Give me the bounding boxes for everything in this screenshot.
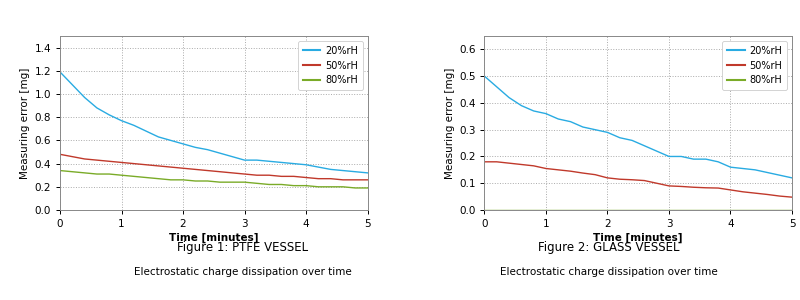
Y-axis label: Measuring error [mg]: Measuring error [mg] — [20, 67, 30, 179]
Text: Figure 2: GLASS VESSEL: Figure 2: GLASS VESSEL — [538, 242, 680, 254]
Y-axis label: Measuring error [mg]: Measuring error [mg] — [445, 67, 454, 179]
Text: Electrostatic charge dissipation over time: Electrostatic charge dissipation over ti… — [500, 267, 718, 277]
Legend: 20%rH, 50%rH, 80%rH: 20%rH, 50%rH, 80%rH — [298, 41, 362, 90]
X-axis label: Time [minutes]: Time [minutes] — [594, 233, 683, 244]
Legend: 20%rH, 50%rH, 80%rH: 20%rH, 50%rH, 80%rH — [722, 41, 787, 90]
Text: Figure 1: PTFE VESSEL: Figure 1: PTFE VESSEL — [178, 242, 309, 254]
X-axis label: Time [minutes]: Time [minutes] — [169, 233, 258, 244]
Text: Electrostatic charge dissipation over time: Electrostatic charge dissipation over ti… — [134, 267, 352, 277]
